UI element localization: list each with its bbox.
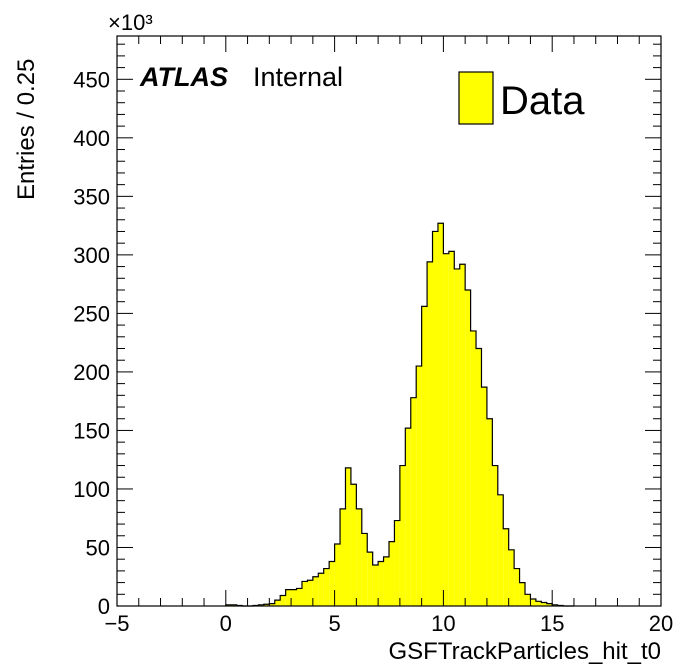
y-tick-label: 250: [73, 301, 110, 326]
histogram-bin: [340, 508, 346, 606]
x-tick-label: 15: [540, 611, 564, 636]
axis-ticks: [116, 36, 662, 607]
atlas-label: ATLAS: [139, 62, 228, 92]
histogram-bin: [274, 600, 281, 606]
atlas-internal-label: Internal: [253, 62, 343, 92]
histogram-bin: [546, 603, 553, 606]
histogram-bin: [410, 397, 417, 606]
y-tick-label: 0: [98, 594, 110, 619]
histogram-bin: [291, 589, 297, 606]
x-tick-label: 0: [220, 611, 232, 636]
y-tick-label: 450: [73, 67, 110, 92]
histogram-bin: [486, 418, 493, 606]
histogram-bin: [323, 568, 330, 606]
x-tick-label: 10: [431, 611, 455, 636]
histogram-bin: [312, 576, 319, 606]
y-tick-label: 100: [73, 477, 110, 502]
histogram-bin: [389, 541, 395, 606]
histogram-bin: [269, 603, 275, 606]
histogram-bin: [541, 602, 547, 606]
histogram-bin: [432, 231, 438, 606]
histogram-bin: [416, 366, 422, 606]
y-tick-label: 350: [73, 184, 110, 209]
histogram-bin: [329, 561, 335, 606]
x-tick-label: 5: [328, 611, 340, 636]
histogram-bin: [383, 556, 389, 606]
legend-entry-data: Data: [500, 79, 585, 123]
histogram-bin: [476, 348, 482, 606]
histogram-bin: [492, 465, 498, 606]
histogram-bin: [525, 594, 531, 606]
x-axis-title: GSFTrackParticles_hit_t0: [388, 638, 661, 665]
histogram-bin: [367, 552, 373, 606]
histogram-bin: [280, 595, 286, 606]
histogram-bin: [443, 253, 449, 607]
legend-swatch: [458, 71, 494, 125]
histogram-bin: [285, 589, 292, 606]
histogram-bin: [519, 582, 525, 606]
y-multiplier-label: ×10³: [108, 10, 153, 35]
histogram-bin: [263, 604, 270, 606]
histogram-bin: [530, 598, 536, 606]
histogram-bin: [405, 428, 411, 606]
histogram-bin: [350, 484, 357, 606]
histogram-bars: [225, 222, 574, 607]
histogram-bin: [296, 588, 302, 606]
histogram-bin: [421, 306, 428, 606]
histogram-bin: [372, 565, 379, 606]
histogram-bin: [437, 223, 444, 607]
y-tick-label: 150: [73, 418, 110, 443]
histogram-bin: [345, 467, 351, 606]
histogram-bin: [361, 533, 368, 606]
histogram-bin: [378, 561, 384, 606]
histogram-bin: [459, 264, 466, 606]
y-axis-title: Entries / 0.25: [13, 59, 40, 200]
histogram-bin: [394, 520, 400, 606]
histogram-bin: [318, 573, 324, 606]
histogram-bin: [356, 508, 362, 606]
plot-frame: [116, 35, 662, 607]
y-tick-label: 400: [73, 126, 110, 151]
histogram-bin: [448, 251, 455, 606]
y-tick-label: 200: [73, 360, 110, 385]
x-tick-label: −5: [104, 611, 129, 636]
histogram-bin: [301, 581, 308, 606]
y-tick-label: 300: [73, 243, 110, 268]
histogram-bin: [307, 580, 313, 606]
histogram-bin: [465, 289, 471, 606]
y-tick-label: 50: [86, 535, 110, 560]
histogram-bin: [454, 268, 460, 606]
histogram-bin: [470, 330, 477, 606]
histogram-bin: [503, 528, 509, 606]
histogram-bin: [481, 387, 487, 606]
histogram-bin: [334, 543, 341, 606]
x-tick-label: 20: [649, 611, 673, 636]
histogram-bin: [535, 601, 542, 606]
histogram-bin: [427, 261, 433, 606]
histogram-bin: [508, 549, 515, 606]
histogram-outline: [225, 222, 574, 607]
histogram-bin: [497, 494, 504, 606]
histogram-bin: [514, 568, 520, 606]
histogram-bin: [399, 465, 406, 606]
